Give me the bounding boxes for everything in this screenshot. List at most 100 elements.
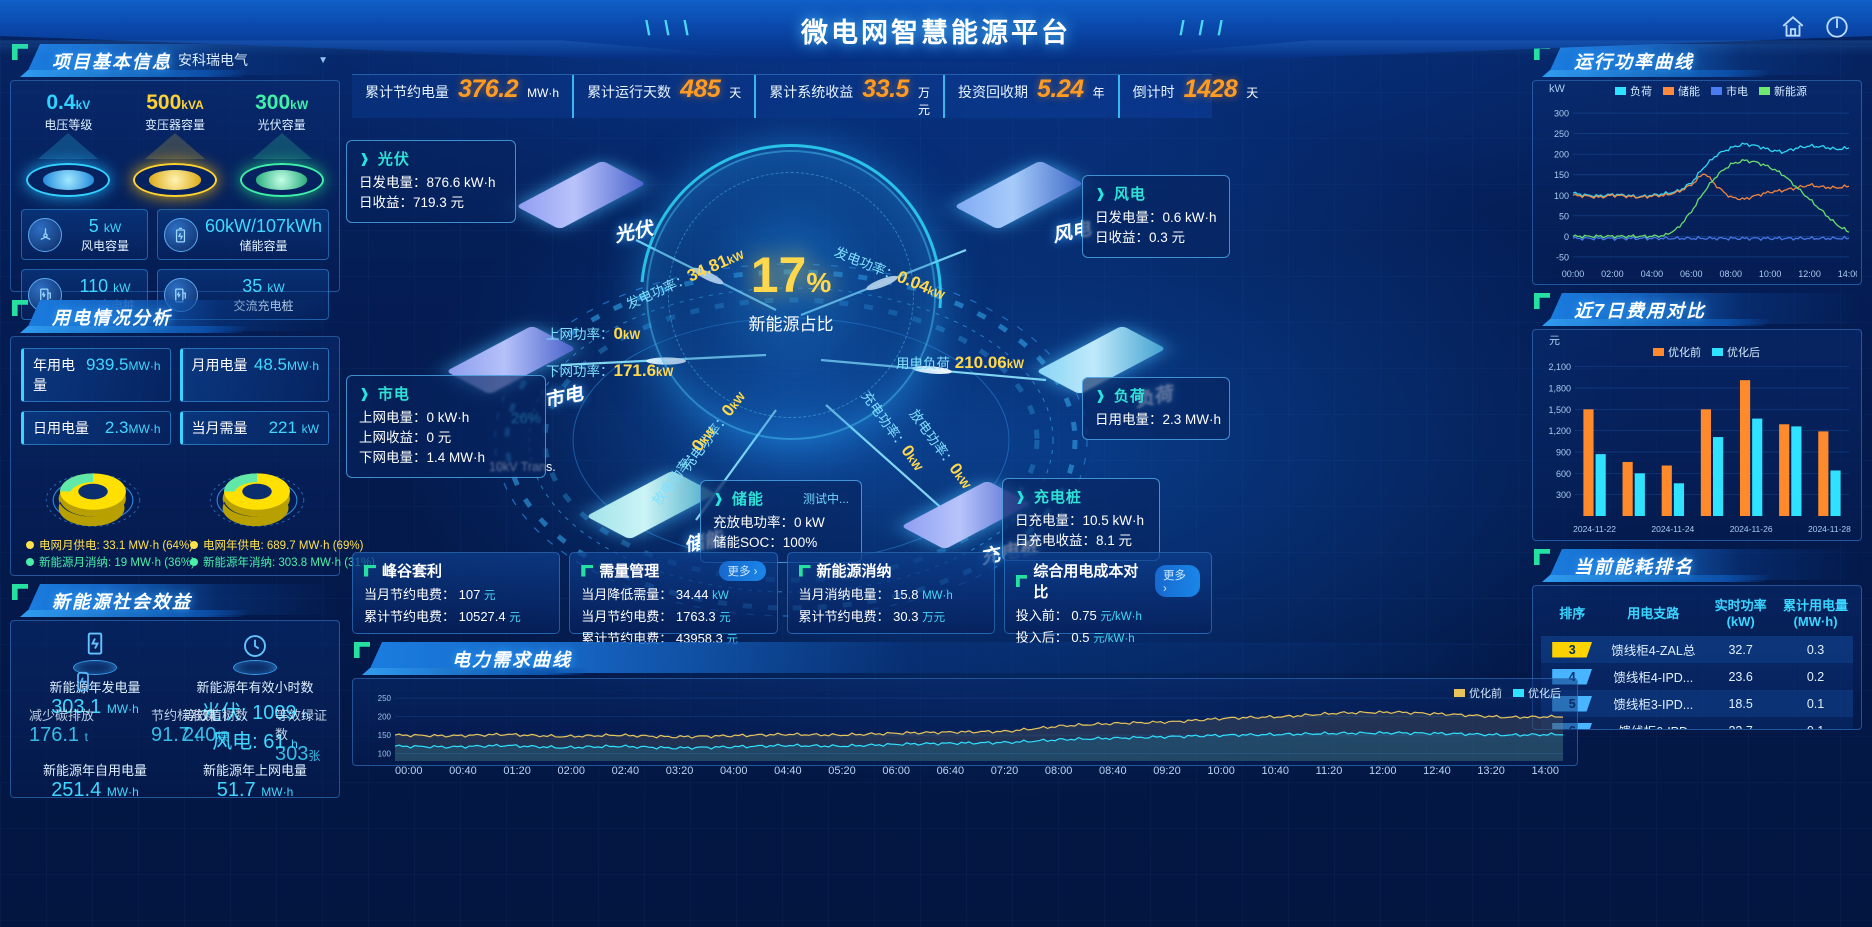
col-energy: 累计用电量 (MW·h) xyxy=(1778,588,1853,636)
x-tick: 12:40 xyxy=(1423,765,1451,777)
card-row-key: 当月消纳电量： xyxy=(798,587,890,602)
infobox-line: 日收益：0.3 元 xyxy=(1095,230,1186,245)
card-row-value: 30.3 xyxy=(893,609,919,624)
card-row-unit: MW·h xyxy=(922,590,953,602)
infobox-title: 风电 xyxy=(1113,186,1146,203)
benefit-unit: t xyxy=(195,730,199,744)
benefit-value: 51.7 xyxy=(216,779,256,798)
benefit-item-overlay: 节约标准煤 91.7 t xyxy=(151,705,216,747)
chevron-down-icon: ▼ xyxy=(318,54,328,66)
cell-branch: 馈线柜6-IPD xyxy=(1603,717,1704,729)
capacity-name: 电压等级 xyxy=(44,118,93,132)
kpi-value: 33.5 xyxy=(862,75,909,103)
kpi-label: 投资回收期 xyxy=(957,84,1028,100)
benefit-item: 新能源年发电量 303.1 MW·h xyxy=(17,631,173,754)
cell-name: 风电容量 xyxy=(80,239,129,253)
corner-icon xyxy=(12,300,28,316)
kpi-label: 倒计时 xyxy=(1132,84,1175,100)
donut-month: 电网月供电: 33.1 MW·h (64%) 新能源月消纳: 19 MW·h (… xyxy=(18,455,195,571)
panel-title: 运行功率曲线 xyxy=(1574,52,1694,72)
card-row-unit: 元 xyxy=(483,590,496,602)
flow-unit: kW xyxy=(1006,359,1024,371)
table-row[interactable]: 3 馈线柜4-ZAL总 32.7 0.3 xyxy=(1541,636,1853,663)
arrow-icon: ❱ xyxy=(1095,387,1106,403)
benefit-name: 新能源年自用电量 xyxy=(42,763,147,778)
kpi-item: 累计系统收益 33.5 万元 xyxy=(756,75,945,118)
project-selector[interactable]: 安科瑞电气 ▼ xyxy=(178,50,328,70)
svg-text:600: 600 xyxy=(1556,469,1571,479)
svg-text:10:00: 10:00 xyxy=(1759,269,1782,279)
x-tick: 06:40 xyxy=(936,765,965,777)
usage-cell: 年用电量 939.5MW·h xyxy=(21,348,171,402)
x-tick: 00:00 xyxy=(395,765,423,777)
power-icon[interactable] xyxy=(1824,14,1850,45)
benefit-unit: t xyxy=(84,730,88,744)
usage-value: 939.5 xyxy=(85,355,129,374)
capacity-highlights: 0.4kV 电压等级 500kVA 变压器容量 300kW 光伏容量 xyxy=(11,81,339,201)
panel-header-social-benefit: 新能源社会效益 xyxy=(10,584,340,618)
svg-text:1,800: 1,800 xyxy=(1548,384,1571,394)
benefit-value: 251.4 xyxy=(51,779,102,798)
flow-unit: kW xyxy=(656,367,674,379)
kpi-item: 累计运行天数 485 天 xyxy=(574,75,757,118)
legend-item: 负荷 xyxy=(1615,83,1652,99)
usage-cell: 当月需量 221 kW xyxy=(179,411,329,445)
corner-icon xyxy=(354,642,370,658)
header-slash-right: / / / xyxy=(1179,18,1227,40)
panel-body-cost-compare: 元 优化前 优化后 300 600 900 1,200 1,500 1,800 2,100 2… xyxy=(1532,329,1862,541)
benefit-name: 新能源年发电量 xyxy=(49,680,141,695)
infobox-title: 光伏 xyxy=(377,151,410,168)
cell-unit: kW xyxy=(103,221,122,235)
table-row[interactable]: 4 馈线柜4-IPD... 23.6 0.2 xyxy=(1541,663,1853,690)
legend-item: 储能 xyxy=(1663,83,1700,99)
panel-title: 当前能耗排名 xyxy=(1574,557,1694,577)
cell-energy: 0.1 xyxy=(1778,690,1853,717)
infobox-line: 充放电功率：0 kW xyxy=(713,515,825,530)
more-button[interactable]: 更多 › xyxy=(719,560,766,581)
usage-unit: kW xyxy=(301,422,319,436)
legend-item: 优化后 xyxy=(1513,685,1561,701)
cell-energy: 0.1 xyxy=(1778,717,1853,729)
infobox-title: 充电桩 xyxy=(1033,489,1082,506)
x-tick: 10:40 xyxy=(1261,765,1290,777)
panel-header-power-curve: 运行功率曲线 xyxy=(1532,44,1862,78)
legend-item: 优化前 xyxy=(1653,344,1701,360)
infobox-line: 日充电量：10.5 kW·h xyxy=(1015,513,1145,528)
table-row[interactable]: 5 馈线柜3-IPD... 18.5 0.1 xyxy=(1541,690,1853,717)
kpi-value: 1428 xyxy=(1183,75,1238,103)
legend-text: 新能源月消纳: 19 MW·h (36%) xyxy=(39,557,195,569)
capacity-value: 300 xyxy=(255,91,291,114)
svg-text:1,500: 1,500 xyxy=(1548,405,1571,415)
battery-icon xyxy=(163,218,198,252)
kpi-label: 累计节约电量 xyxy=(365,84,449,100)
home-icon[interactable] xyxy=(1780,14,1806,45)
node-wind[interactable]: 风电 xyxy=(944,130,1094,247)
infobox-grid: ❱ 市电 上网电量：0 kW·h 上网收益：0 元 下网电量：1.4 MW·h xyxy=(346,375,546,478)
flow-unit: kW xyxy=(622,330,641,342)
card-row-value: 15.8 xyxy=(893,587,919,602)
usage-key: 当月需量 xyxy=(191,420,248,436)
col-rank: 排序 xyxy=(1559,605,1586,621)
benefit-name: 等效绿证数 xyxy=(275,708,328,742)
x-tick: 06:00 xyxy=(882,765,910,777)
battery-charge-icon xyxy=(67,631,123,675)
table-row[interactable]: 6 馈线柜6-IPD 22.7 0.1 xyxy=(1541,717,1853,729)
renewable-share-core: 17% 新能源占比 xyxy=(578,82,1004,508)
benefit-unit: MW·h xyxy=(261,785,294,798)
usage-key: 月用电量 xyxy=(191,357,248,373)
kpi-label: 累计系统收益 xyxy=(769,84,854,100)
cell-power: 23.6 xyxy=(1703,663,1779,690)
flow-label-grid-down: 下网功率：171.6kW xyxy=(546,360,673,381)
cell-value: 110 xyxy=(79,276,109,296)
legend-label: 市电 xyxy=(1726,86,1748,98)
more-button[interactable]: 更多 › xyxy=(1155,565,1200,597)
flow-label-text: 上网功率： xyxy=(546,327,614,342)
node-pv[interactable]: 光伏 xyxy=(506,130,656,247)
legend-label: 优化后 xyxy=(1727,347,1760,359)
benefit-unit: 棵 xyxy=(216,730,229,744)
svg-text:2024-11-22: 2024-11-22 xyxy=(1573,524,1616,534)
svg-text:200: 200 xyxy=(378,713,392,722)
capacity-name: 光伏容量 xyxy=(257,118,306,132)
card-row-key: 投入后： xyxy=(1015,630,1068,645)
svg-text:2024-11-24: 2024-11-24 xyxy=(1651,524,1694,534)
